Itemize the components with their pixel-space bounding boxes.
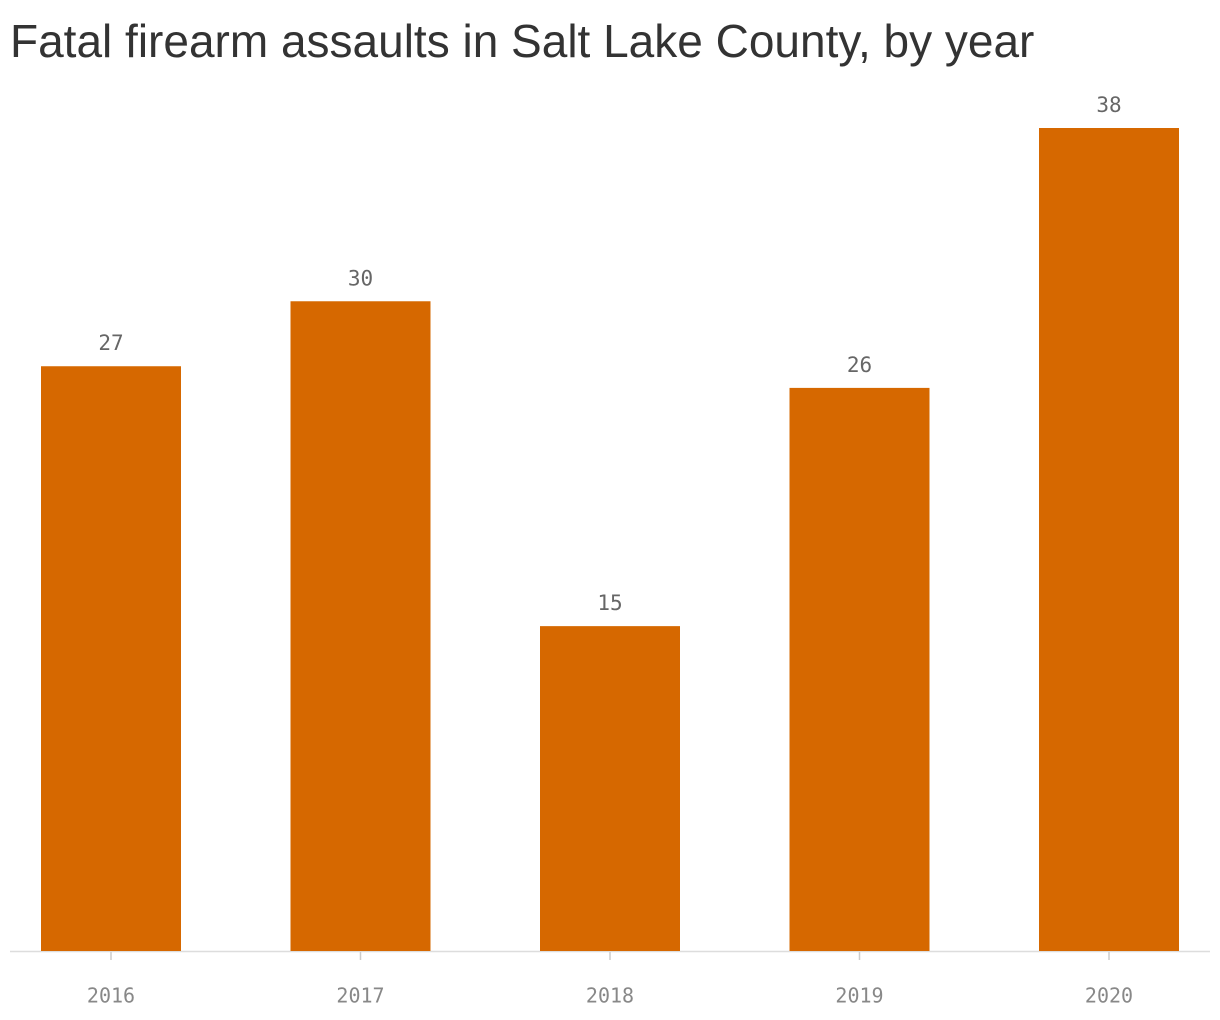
value-label: 30: [348, 266, 373, 290]
value-label: 38: [1096, 93, 1121, 117]
bar: [290, 301, 431, 951]
chart-title: Fatal firearm assaults in Salt Lake Coun…: [10, 15, 1034, 67]
value-label: 26: [847, 353, 872, 377]
bar: [540, 626, 680, 951]
bar: [41, 366, 181, 952]
value-label: 15: [597, 591, 622, 615]
x-tick-label: 2018: [586, 984, 634, 1008]
x-tick-label: 2019: [835, 984, 883, 1008]
bar: [789, 387, 930, 951]
value-label: 27: [98, 331, 123, 355]
x-tick-label: 2016: [87, 984, 135, 1008]
x-tick-label: 2020: [1085, 984, 1133, 1008]
x-tick-label: 2017: [336, 984, 384, 1008]
bar: [1039, 128, 1179, 951]
